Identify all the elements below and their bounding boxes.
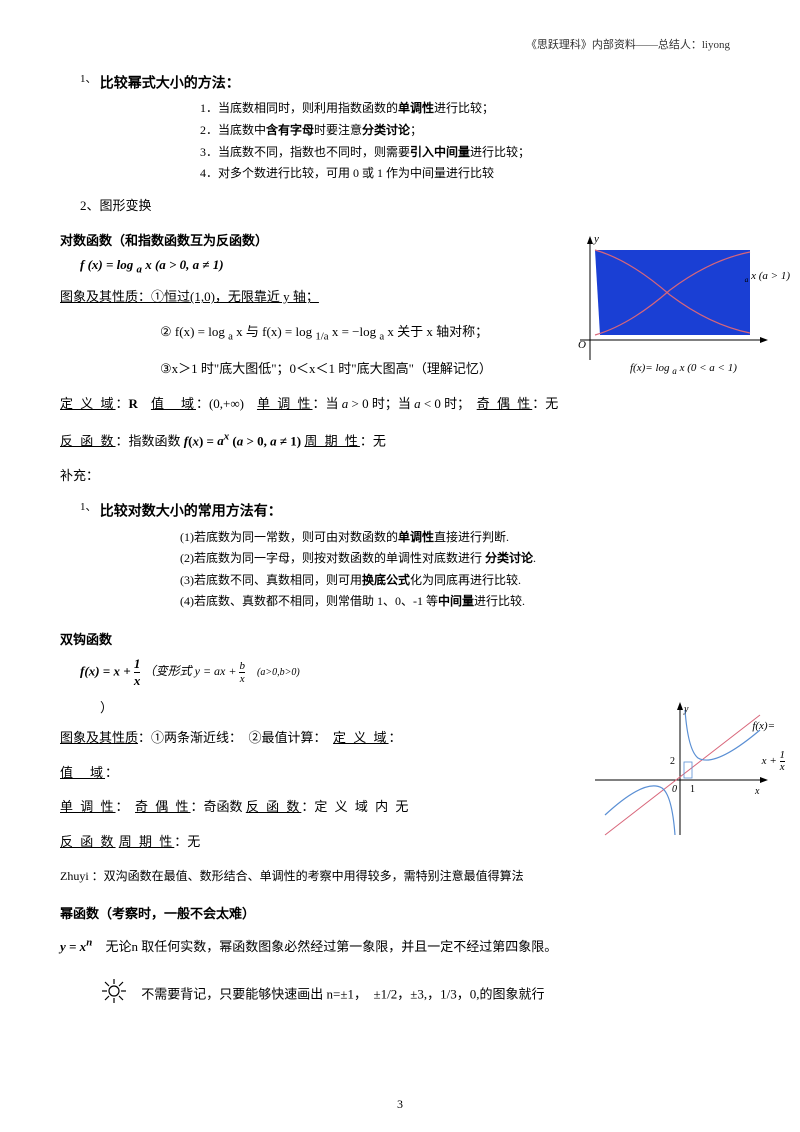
graph1-label1: a x (a > 1)	[745, 270, 790, 284]
sec1-item: 2．当底数中含有字母时要注意分类讨论；	[200, 120, 740, 142]
svg-text:O: O	[578, 339, 586, 351]
log-domain: 定 义 域：R 值 域：(0,+∞) 单 调 性：当 a > 0 时；当 a <…	[60, 392, 740, 417]
power-tip-row: 不需要背记，只要能够快速画出 n=±1， ±1/2，±3,，1/3，0,的图象就…	[60, 977, 740, 1014]
sec1-title: 比较幂式大小的方法：	[100, 76, 240, 91]
sec1-list: 1．当底数相同时，则利用指数函数的单调性进行比较； 2．当底数中含有字母时要注意…	[200, 98, 740, 184]
sec2-item: (2)若底数为同一字母，则按对数函数的单调性对底数进行 分类讨论.	[180, 548, 740, 570]
svg-text:y: y	[683, 704, 689, 715]
graph2-label: f(x)=	[752, 720, 775, 732]
sec1-sub: 2、图形变换	[80, 195, 740, 214]
sec2-item: (4)若底数、真数都不相同，则常借助 1、0、-1 等中间量进行比较.	[180, 591, 740, 613]
hook-head: 双钩函数	[60, 629, 740, 648]
svg-text:y: y	[593, 233, 599, 245]
svg-text:x: x	[754, 786, 760, 797]
supplement-label: 补充：	[60, 464, 740, 489]
hook-graph: 0 1 2 y x f(x)= x + 1x	[590, 700, 770, 840]
sec1-num: 1、	[80, 73, 97, 85]
svg-text:1: 1	[690, 784, 695, 795]
svg-text:2: 2	[670, 756, 675, 767]
sun-icon	[100, 977, 128, 1014]
power-head: 幂函数（考察时，一般不会太难）	[60, 903, 740, 922]
header-credit: 《思跃理科》内部资料——总结人：liyong	[526, 36, 730, 52]
sec1-item: 1．当底数相同时，则利用指数函数的单调性进行比较；	[200, 98, 740, 120]
power-line: y = xn 无论n 取任何实数，幂函数图象必然经过第一象限，并且一定不经过第四…	[60, 932, 740, 959]
sec2-title: 比较对数大小的常用方法有：	[100, 505, 282, 520]
graph1-label2: f(x)= log a x (0 < a < 1)	[630, 362, 737, 376]
power-formula: y = xn	[60, 939, 92, 954]
sec2-list: (1)若底数为同一常数，则可由对数函数的单调性直接进行判断. (2)若底数为同一…	[180, 527, 740, 613]
sec1-item: 3．当底数不同，指数也不同时，则需要引入中间量进行比较；	[200, 142, 740, 164]
log-inverse: 反 函 数：指数函数 f(x) = ax (a > 0, a ≠ 1) 周 期 …	[60, 427, 740, 454]
svg-text:0: 0	[672, 784, 677, 795]
sec2-item: (1)若底数为同一常数，则可由对数函数的单调性直接进行判断.	[180, 527, 740, 549]
log-graph: O y a x (a > 1) f(x)= log a x (0 < a < 1…	[570, 230, 770, 380]
page-number: 3	[397, 1097, 403, 1112]
sec2-num: 1、	[80, 501, 97, 513]
hook-note: Zhuyi ：双沟函数在最值、数形结合、单调性的考察中用得较多，需特别注意最值得…	[60, 865, 740, 888]
hook-formula: f(x) = x + 1x （变形式 y = ax + bx (a>0,b>0)	[80, 656, 740, 689]
sec1-item: 4．对多个数进行比较，可用 0 或 1 作为中间量进行比较	[200, 163, 740, 185]
graph2-label2: x + 1x	[762, 750, 785, 773]
sec2-item: (3)若底数不同、真数相同，则可用换底公式化为同底再进行比较.	[180, 570, 740, 592]
